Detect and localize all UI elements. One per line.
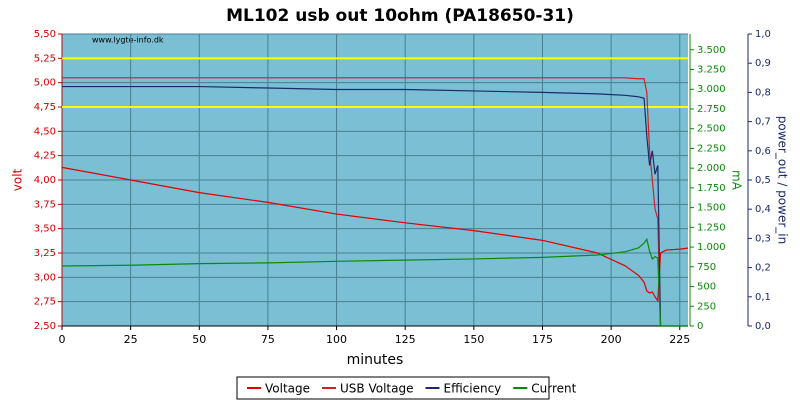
y-axis-label: volt	[11, 168, 25, 191]
y2-tick-label: 250	[697, 301, 716, 312]
y-tick-label: 4,50	[34, 126, 56, 137]
y2-tick-label: 3.000	[697, 84, 726, 95]
y3-tick-label: 0,0	[755, 321, 771, 332]
y2-tick-label: 750	[697, 262, 716, 273]
series-line	[62, 77, 662, 327]
series-line	[61, 237, 688, 327]
legend-label: Current	[531, 382, 576, 396]
y2-tick-label: 2.750	[697, 104, 726, 115]
y3-tick-label: 0,5	[755, 175, 771, 186]
y-tick-label: 4,75	[34, 102, 56, 113]
watermark: www.lygte-info.dk	[92, 36, 164, 45]
legend-label: Efficiency	[443, 382, 501, 396]
x-tick-label: 0	[59, 333, 66, 346]
chart-title: ML102 usb out 10ohm (PA18650-31)	[226, 6, 574, 26]
y3-tick-label: 0,9	[755, 58, 771, 69]
y2-tick-label: 1.500	[697, 203, 726, 214]
y2-tick-label: 3.500	[697, 45, 726, 56]
x-tick-label: 150	[463, 333, 484, 346]
y-tick-label: 4,00	[34, 175, 56, 186]
x-tick-label: 225	[669, 333, 690, 346]
y3-tick-label: 0,6	[755, 146, 771, 157]
y2-tick-label: 2.000	[697, 163, 726, 174]
y3-tick-label: 0,3	[755, 233, 771, 244]
x-tick-label: 200	[601, 333, 622, 346]
y2-tick-label: 2.250	[697, 143, 726, 154]
y3-tick-label: 0,1	[755, 292, 771, 303]
y2-tick-label: 1.250	[697, 222, 726, 233]
y3-tick-label: 0,8	[755, 87, 771, 98]
y2-axis-label: mA	[730, 170, 744, 191]
x-axis-label: minutes	[347, 352, 404, 368]
x-tick-label: 100	[326, 333, 347, 346]
y2-tick-label: 3.250	[697, 65, 726, 76]
y-tick-label: 5,25	[34, 53, 56, 64]
y-tick-label: 4,25	[34, 151, 56, 162]
y-tick-label: 3,00	[34, 272, 56, 283]
y3-tick-label: 0,4	[755, 204, 771, 215]
y-tick-label: 5,00	[34, 78, 56, 89]
y2-tick-label: 500	[697, 282, 716, 293]
x-tick-label: 50	[192, 333, 206, 346]
y-tick-label: 2,50	[34, 321, 56, 332]
y2-tick-label: 0	[697, 321, 703, 332]
y3-tick-label: 0,2	[755, 263, 771, 274]
y3-axis-label: power_out / power_in	[776, 116, 790, 244]
legend-box	[236, 376, 550, 400]
legend-label: USB Voltage	[340, 382, 413, 396]
y-tick-label: 5,50	[34, 29, 56, 40]
x-tick-label: 125	[395, 333, 416, 346]
y-tick-label: 3,75	[34, 199, 56, 210]
x-tick-label: 75	[261, 333, 275, 346]
y2-tick-label: 1.750	[697, 183, 726, 194]
y-tick-label: 2,75	[34, 297, 56, 308]
y2-tick-label: 2.500	[697, 124, 726, 135]
y3-tick-label: 0,7	[755, 117, 771, 128]
y-tick-label: 3,50	[34, 224, 56, 235]
y2-tick-label: 1.000	[697, 242, 726, 253]
x-tick-label: 25	[124, 333, 138, 346]
y-tick-label: 3,25	[34, 248, 56, 259]
legend-label: Voltage	[265, 382, 310, 396]
y3-tick-label: 1,0	[755, 29, 771, 40]
series-line	[62, 85, 688, 327]
x-tick-label: 175	[532, 333, 553, 346]
